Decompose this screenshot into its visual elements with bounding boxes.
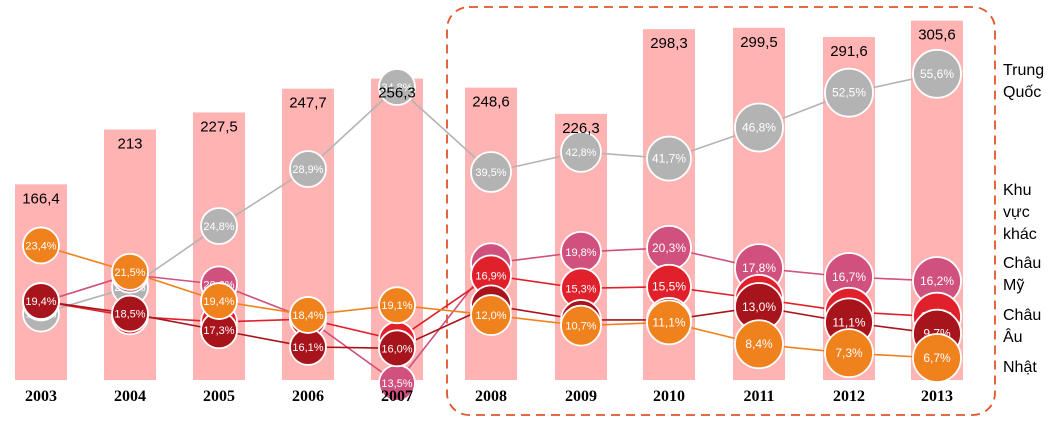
highlight-group-frame — [446, 6, 996, 416]
year-label-2008: 2008 — [475, 388, 507, 405]
dot-label-nhật-2008: 12,0% — [475, 310, 506, 322]
total-label-2012: 291,6 — [830, 43, 868, 60]
dot-nhật-2008 — [470, 294, 512, 336]
dot-label-khu-vực-khác-2009: 19,8% — [565, 247, 596, 259]
dot-label-trung-quốc-2011: 46,8% — [742, 120, 776, 134]
dot-châu-âu-2003 — [22, 282, 60, 320]
dot-trung-quốc-2010 — [646, 135, 692, 182]
total-label-2011: 299,5 — [740, 34, 778, 51]
dot-label-trung-quốc-2005: 24,8% — [203, 221, 234, 233]
totals-layer: 166,4 213 227,5 247,7 256,3 248,6 226,3 298,3 29… — [22, 27, 956, 208]
dot-trung-quốc-2009 — [560, 130, 602, 173]
legend-label-nhật: Nhật — [1003, 359, 1037, 376]
dots-layer: 18,5%20,4%24,8%28,9%34,8%39,5%42,8%41,7%… — [22, 48, 962, 402]
dot-nhật-2006 — [289, 296, 327, 334]
legend: Trung Quốc Khu vực khác Châu Mỹ Châu Âu Nhật — [1003, 62, 1044, 376]
dot-label-khu-vực-khác-2007: 13,5% — [381, 378, 412, 390]
dot-label-châu-mỹ-2008: 16,9% — [475, 270, 506, 282]
dot-label-nhật-2005: 19,4% — [203, 296, 234, 308]
dot-label-châu-âu-2011: 13,0% — [742, 300, 776, 314]
dot-nhật-2011 — [734, 319, 784, 370]
dot-label-châu-âu-2003: 19,4% — [25, 296, 56, 308]
years-layer: 2003 2004 2005 2006 2007 2008 2009 2010 2011 2012… — [25, 388, 953, 405]
dot-châu-âu-2007 — [378, 329, 416, 368]
year-label-2013: 2013 — [921, 388, 953, 405]
dot-label-nhật-2013: 6,7% — [923, 351, 951, 365]
dot-label-nhật-2007: 19,1% — [381, 300, 412, 312]
dot-label-trung-quốc-2013: 55,6% — [920, 67, 954, 81]
dot-trung-quốc-2006 — [289, 150, 327, 188]
dot-label-châu-âu-2007: 16,0% — [381, 343, 412, 355]
year-label-2012: 2012 — [833, 388, 865, 405]
dot-label-trung-quốc-2010: 41,7% — [652, 152, 686, 166]
dot-label-khu-vực-khác-2011: 17,8% — [742, 261, 776, 275]
dot-trung-quốc-2008 — [470, 151, 512, 193]
dot-label-nhật-2010: 11,1% — [652, 315, 685, 329]
year-label-2009: 2009 — [565, 388, 597, 405]
dot-nhật-2010 — [646, 299, 692, 346]
legend-label-châu-mỹ: Châu Mỹ — [1003, 255, 1041, 294]
dot-label-nhật-2011: 8,4% — [745, 337, 773, 351]
year-label-2006: 2006 — [292, 388, 324, 405]
dot-label-trung-quốc-2006: 28,9% — [292, 164, 323, 176]
total-label-2004: 213 — [117, 136, 142, 153]
total-label-2007: 256,3 — [378, 85, 416, 102]
year-label-2011: 2011 — [743, 388, 774, 405]
total-label-2003: 166,4 — [22, 190, 60, 207]
dot-nhật-2012 — [824, 328, 874, 379]
dot-trung-quốc-2012 — [824, 67, 874, 118]
dot-label-châu-âu-2004: 18,5% — [114, 309, 145, 321]
dot-label-nhật-2004: 21,5% — [114, 267, 145, 279]
dot-label-khu-vực-khác-2010: 20,3% — [652, 241, 686, 255]
dot-label-trung-quốc-2008: 39,5% — [475, 167, 506, 179]
dot-label-nhật-2009: 10,7% — [565, 321, 596, 333]
dot-label-nhật-2012: 7,3% — [835, 346, 863, 360]
dot-label-châu-mỹ-2009: 15,3% — [565, 283, 596, 295]
total-label-2010: 298,3 — [650, 35, 688, 52]
year-label-2010: 2010 — [653, 388, 685, 405]
dot-label-trung-quốc-2012: 52,5% — [832, 86, 866, 100]
dot-label-khu-vực-khác-2012: 16,7% — [832, 270, 866, 284]
dot-label-châu-âu-2012: 11,1% — [832, 315, 865, 329]
dot-nhật-2003 — [22, 226, 60, 265]
dot-trung-quốc-2007 — [378, 68, 416, 106]
dot-nhật-2013 — [912, 333, 962, 383]
year-label-2005: 2005 — [203, 388, 235, 405]
total-label-2008: 248,6 — [472, 94, 510, 111]
total-label-2006: 247,7 — [289, 95, 327, 112]
year-label-2004: 2004 — [114, 388, 146, 405]
total-label-2009: 226,3 — [562, 120, 600, 137]
dot-nhật-2007 — [378, 286, 416, 325]
dot-label-trung-quốc-2007: 34,8% — [381, 82, 412, 94]
total-label-2005: 227,5 — [200, 118, 238, 135]
dot-label-nhật-2003: 23,4% — [25, 240, 56, 252]
dot-trung-quốc-2013 — [912, 48, 962, 99]
dot-label-khu-vực-khác-2013: 16,2% — [920, 274, 954, 288]
dot-label-nhật-2006: 18,4% — [292, 310, 323, 322]
dot-label-châu-âu-2005: 17,3% — [203, 325, 234, 337]
dot-label-trung-quốc-2009: 42,8% — [565, 147, 596, 159]
dot-nhật-2005 — [200, 282, 238, 320]
dot-label-châu-mỹ-2010: 15,5% — [652, 280, 686, 294]
legend-label-trung-quốc: Trung Quốc — [1003, 62, 1044, 101]
year-label-2003: 2003 — [25, 388, 57, 405]
bar-2008 — [465, 87, 517, 381]
total-label-2013: 305,6 — [918, 27, 956, 44]
dot-trung-quốc-2005 — [200, 207, 238, 245]
dot-nhật-2004 — [111, 252, 149, 291]
legend-label-châu-âu: Châu Âu — [1003, 307, 1041, 346]
dot-trung-quốc-2011 — [734, 102, 784, 153]
year-label-2007: 2007 — [381, 388, 413, 405]
dot-label-châu-âu-2006: 16,1% — [292, 342, 323, 354]
dot-nhật-2009 — [560, 304, 602, 347]
dot-châu-âu-2004 — [111, 294, 149, 333]
legend-label-khu-vực-khác: Khu vực khác — [1003, 182, 1037, 243]
